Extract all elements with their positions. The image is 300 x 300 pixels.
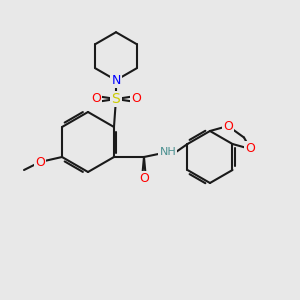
Text: O: O <box>246 142 255 155</box>
Text: O: O <box>223 119 233 133</box>
Text: N: N <box>111 74 121 87</box>
Text: S: S <box>112 92 120 106</box>
Text: O: O <box>91 92 101 106</box>
Text: O: O <box>131 92 141 106</box>
Text: NH: NH <box>160 147 176 157</box>
Text: O: O <box>139 172 149 185</box>
Text: O: O <box>35 155 45 169</box>
